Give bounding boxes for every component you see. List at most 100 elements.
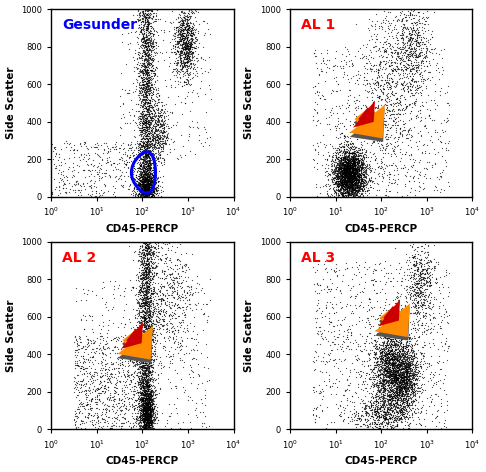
Point — [431, 160, 438, 167]
Point — [399, 362, 407, 370]
Point — [140, 177, 148, 184]
Point — [401, 357, 409, 364]
Point — [152, 184, 159, 192]
Point — [410, 161, 417, 169]
Point — [349, 163, 357, 171]
Point — [358, 141, 365, 148]
Point — [145, 104, 153, 112]
Point — [183, 21, 191, 28]
Point — [371, 354, 379, 362]
Point — [347, 156, 355, 164]
Point — [145, 152, 153, 160]
Point — [136, 301, 143, 309]
Point — [326, 355, 334, 363]
Point — [142, 338, 150, 346]
Point — [141, 410, 149, 418]
Point — [160, 158, 168, 166]
Point — [406, 381, 414, 389]
Point — [140, 259, 148, 267]
Point — [141, 50, 149, 58]
Point — [139, 191, 146, 199]
Point — [142, 287, 150, 295]
Point — [135, 399, 143, 406]
Point — [421, 285, 429, 293]
Point — [399, 362, 407, 369]
Point — [338, 184, 346, 192]
Point — [313, 139, 321, 147]
Point — [144, 414, 152, 422]
Point — [97, 364, 105, 371]
Point — [143, 270, 151, 278]
Point — [179, 31, 187, 39]
Point — [139, 192, 147, 199]
Point — [353, 172, 361, 180]
Point — [179, 50, 187, 58]
Point — [348, 174, 356, 181]
Point — [406, 334, 414, 342]
Point — [412, 379, 420, 387]
Point — [191, 404, 199, 412]
Point — [150, 290, 157, 297]
Point — [392, 368, 399, 375]
Point — [384, 400, 392, 408]
Point — [125, 400, 133, 407]
Point — [141, 348, 149, 356]
Point — [378, 357, 385, 364]
Point — [183, 42, 191, 49]
Point — [404, 384, 412, 392]
Point — [321, 257, 329, 264]
Point — [132, 85, 140, 93]
Point — [143, 180, 151, 188]
Point — [404, 333, 412, 340]
Point — [122, 350, 130, 357]
Point — [142, 162, 150, 170]
Point — [345, 162, 352, 169]
Point — [393, 366, 400, 374]
Point — [342, 172, 350, 180]
Point — [438, 168, 446, 176]
Point — [157, 126, 165, 134]
Point — [342, 173, 350, 181]
Point — [366, 334, 374, 342]
Point — [340, 187, 348, 195]
Point — [100, 283, 108, 291]
Point — [141, 152, 149, 160]
Point — [136, 378, 144, 386]
Point — [182, 16, 190, 23]
Point — [382, 357, 390, 364]
Point — [147, 33, 155, 40]
Point — [384, 354, 392, 362]
Point — [146, 76, 154, 83]
Point — [346, 165, 353, 173]
Point — [99, 334, 107, 342]
Point — [171, 276, 178, 283]
Point — [371, 344, 379, 352]
Point — [154, 379, 162, 387]
Point — [331, 340, 339, 347]
Point — [345, 174, 353, 182]
Point — [135, 358, 143, 366]
Point — [358, 178, 365, 186]
Point — [83, 316, 90, 323]
Point — [348, 173, 356, 180]
Point — [346, 169, 353, 176]
Point — [381, 371, 388, 379]
Point — [346, 172, 353, 179]
Point — [325, 177, 332, 184]
Point — [138, 142, 145, 150]
Point — [390, 353, 398, 360]
Point — [417, 277, 425, 284]
Point — [141, 389, 149, 397]
Point — [375, 66, 383, 74]
Point — [398, 349, 405, 357]
Point — [342, 173, 350, 180]
Point — [155, 110, 162, 117]
Point — [426, 264, 434, 271]
Point — [402, 367, 410, 375]
Point — [346, 151, 353, 159]
Point — [347, 175, 354, 183]
Point — [421, 238, 429, 245]
Point — [350, 177, 358, 185]
Point — [384, 364, 392, 372]
Point — [384, 352, 392, 360]
